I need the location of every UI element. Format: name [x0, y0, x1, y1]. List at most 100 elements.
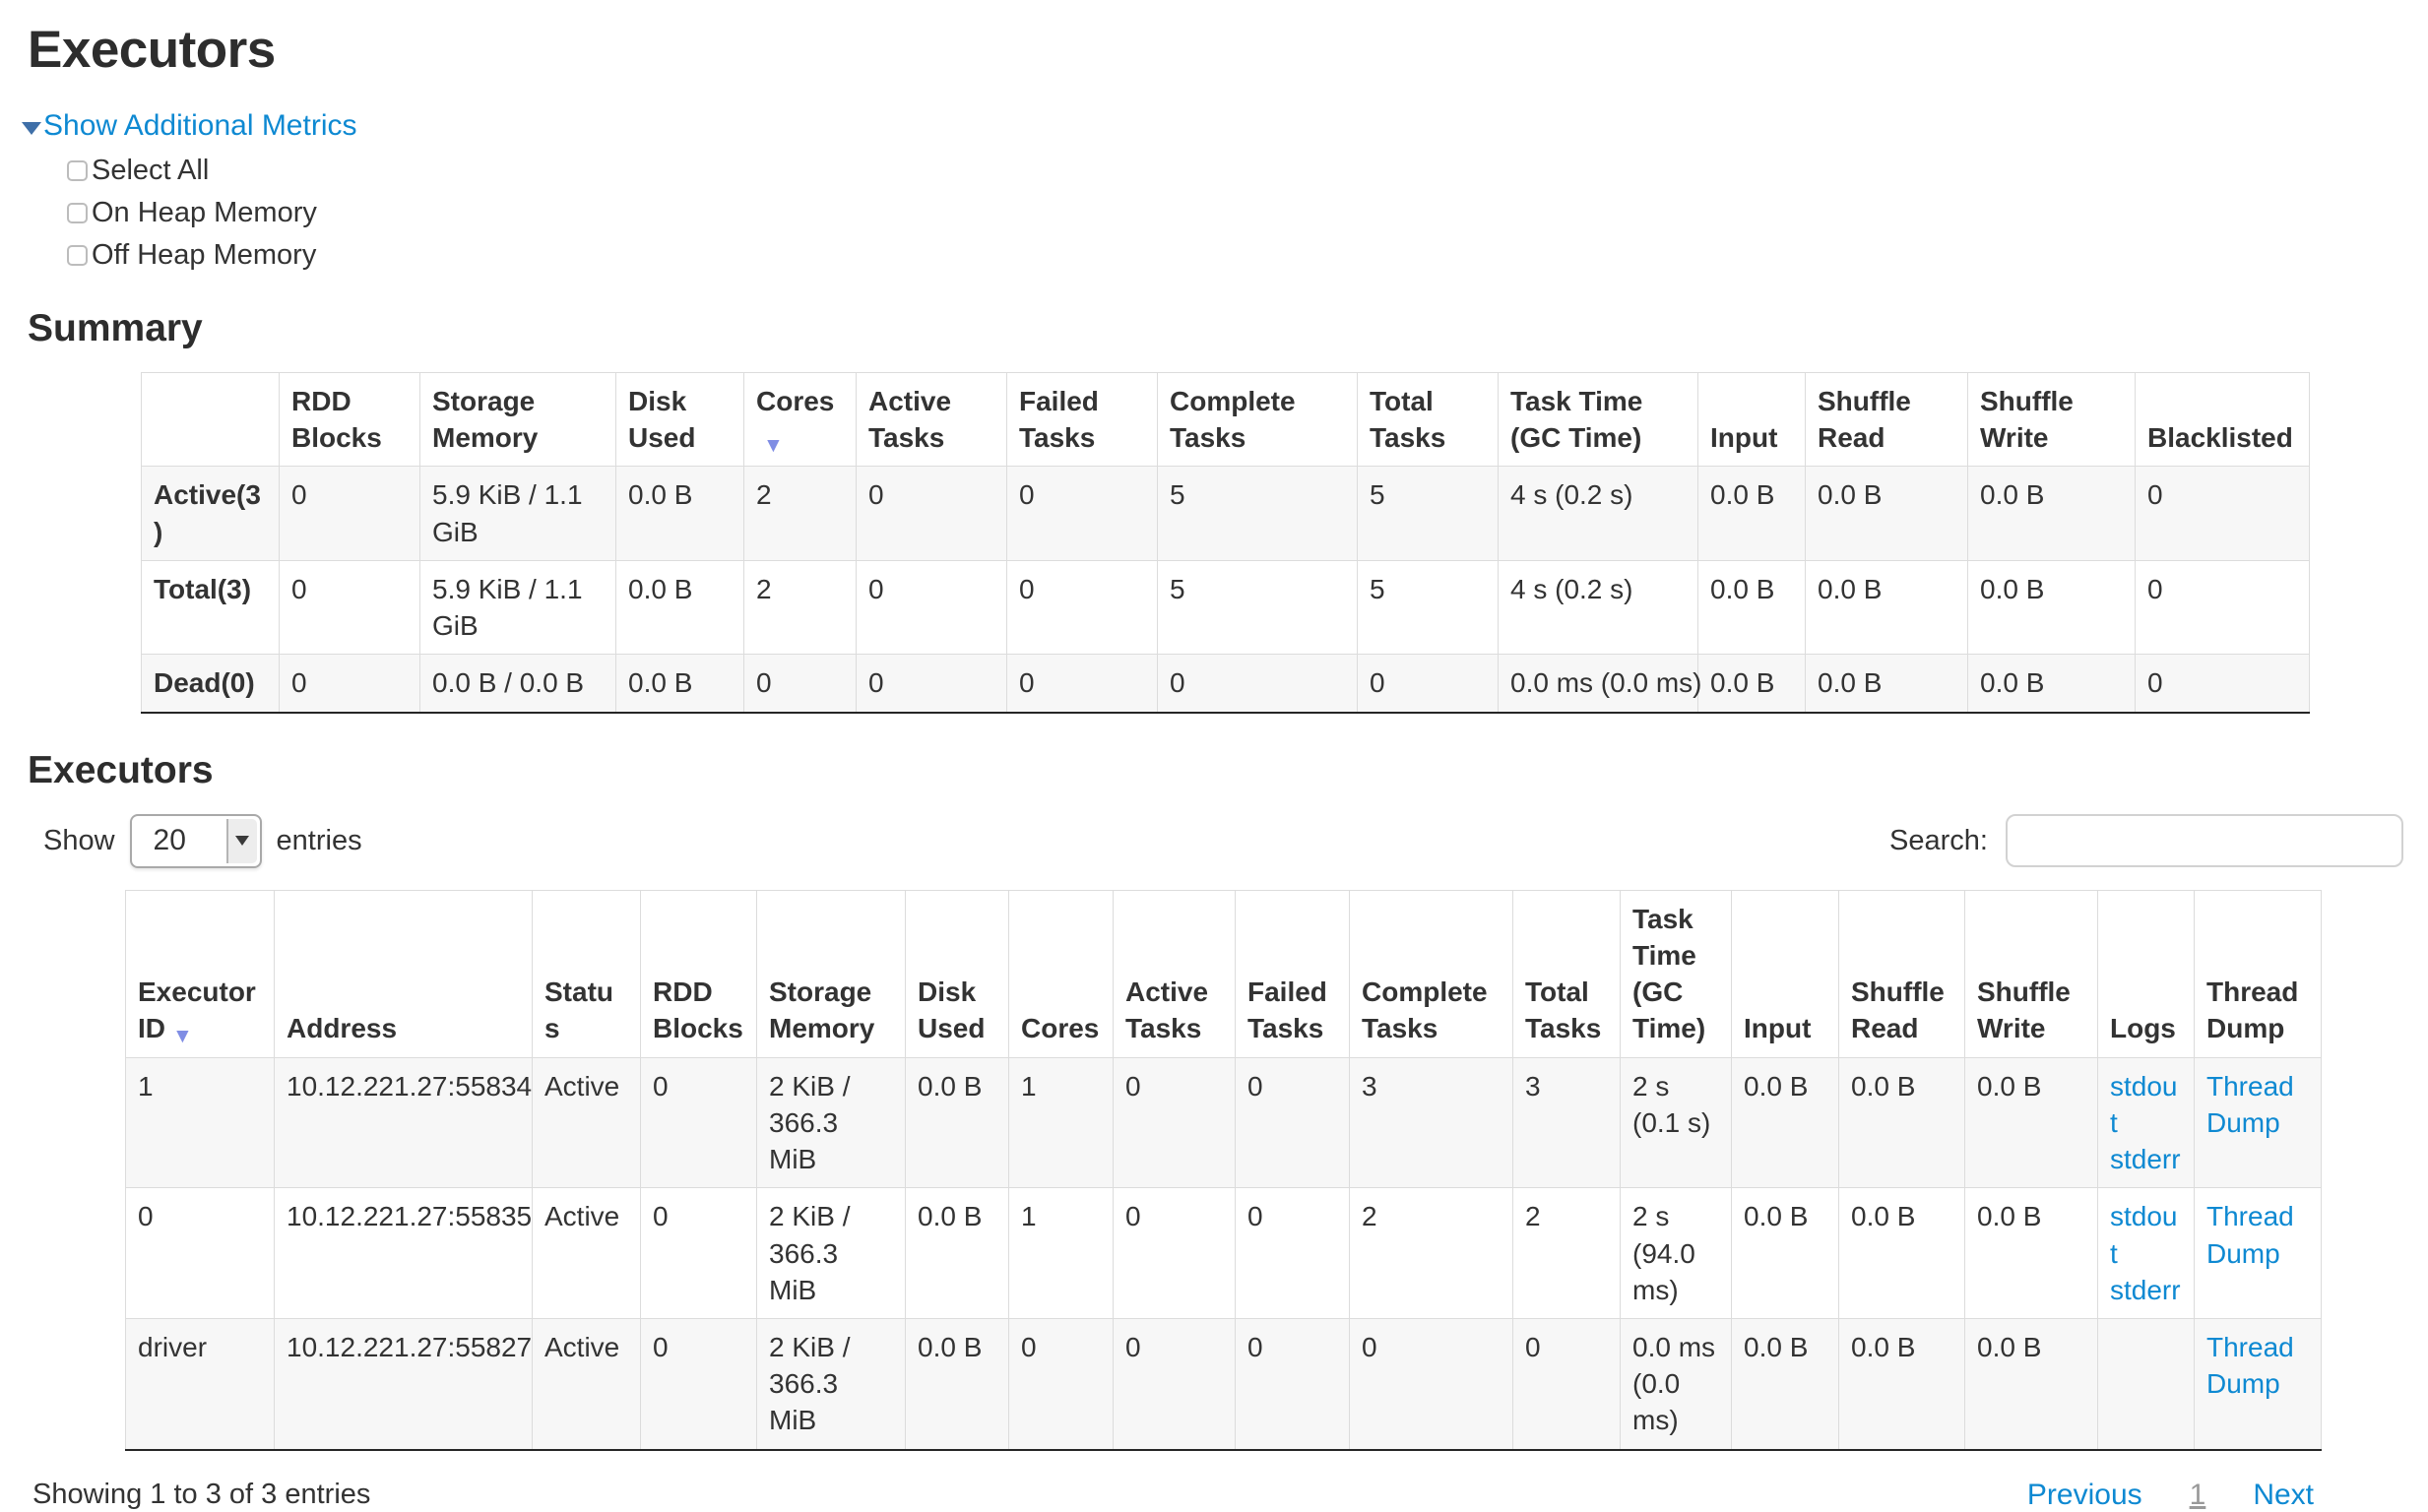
logs-cell: stdout stderr	[2097, 1187, 2195, 1319]
cell: 0.0 B	[1731, 1317, 1839, 1451]
summary-col-shuffle-read[interactable]: Shuffle Read	[1805, 371, 1968, 468]
summary-header-row: RDD Blocks Storage Memory Disk Used Core…	[141, 371, 2310, 468]
exec-col-task-time[interactable]: Task Time (GC Time)	[1620, 889, 1732, 1058]
page-size-value: 20	[153, 824, 186, 857]
off-heap-memory-label: Off Heap Memory	[92, 239, 317, 271]
stdout-link[interactable]: stdout	[2110, 1070, 2178, 1138]
entries-label: entries	[276, 824, 362, 856]
exec-col-shuffle-read[interactable]: Shuffle Read	[1838, 889, 1965, 1058]
cell: 5	[1357, 559, 1499, 656]
cell: 0.0 ms (0.0 ms)	[1620, 1317, 1732, 1451]
summary-table: RDD Blocks Storage Memory Disk Used Core…	[141, 371, 2310, 714]
summary-col-disk-used[interactable]: Disk Used	[615, 371, 744, 468]
select-all-label: Select All	[92, 155, 210, 186]
page-size-select[interactable]: 20	[129, 813, 262, 868]
cell: 0.0 B	[1838, 1187, 1965, 1319]
cell: 0	[2135, 466, 2310, 561]
cell: 0.0 B	[1805, 654, 1968, 714]
cell: 0	[640, 1056, 757, 1189]
summary-col-blacklisted[interactable]: Blacklisted	[2135, 371, 2310, 468]
exec-col-shuffle-write[interactable]: Shuffle Write	[1964, 889, 2098, 1058]
cell: 0	[1349, 1317, 1513, 1451]
exec-col-disk-used[interactable]: Disk Used	[905, 889, 1009, 1058]
metric-option-off-heap[interactable]: Off Heap Memory	[67, 239, 2428, 272]
cell: 0.0 B	[1838, 1056, 1965, 1189]
cell: 0	[1006, 654, 1158, 714]
summary-row-active: Active(3) 0 5.9 KiB / 1.1 GiB 0.0 B 2 0 …	[141, 466, 2310, 561]
thread-dump-link[interactable]: Thread Dump	[2206, 1201, 2294, 1269]
cell: 0.0 B	[1731, 1187, 1839, 1319]
summary-col-shuffle-write[interactable]: Shuffle Write	[1967, 371, 2136, 468]
summary-col-rdd-blocks[interactable]: RDD Blocks	[279, 371, 420, 468]
cell: 2 s (0.1 s)	[1620, 1056, 1732, 1189]
exec-col-storage-memory[interactable]: Storage Memory	[756, 889, 906, 1058]
cell: 0.0 B	[1697, 466, 1806, 561]
cell: 0.0 B	[905, 1056, 1009, 1189]
cell: 2	[743, 466, 857, 561]
exec-col-active-tasks[interactable]: Active Tasks	[1113, 889, 1236, 1058]
exec-col-thread-dump[interactable]: Thread Dump	[2194, 889, 2322, 1058]
exec-col-input[interactable]: Input	[1731, 889, 1839, 1058]
executor-row-driver: driver 10.12.221.27:55827 Active 0 2 KiB…	[125, 1317, 2322, 1451]
cell: 0.0 B	[1697, 654, 1806, 714]
exec-col-status[interactable]: Status	[532, 889, 641, 1058]
cell: 0	[1235, 1056, 1350, 1189]
select-dropdown-button[interactable]	[225, 818, 257, 863]
stderr-link[interactable]: stderr	[2110, 1274, 2181, 1305]
show-label: Show	[43, 824, 115, 856]
cell: 2 KiB / 366.3 MiB	[756, 1056, 906, 1189]
exec-col-logs[interactable]: Logs	[2097, 889, 2195, 1058]
exec-col-cores[interactable]: Cores	[1008, 889, 1114, 1058]
metric-option-select-all[interactable]: Select All	[67, 155, 2428, 187]
summary-row-label: Dead(0)	[141, 654, 280, 714]
cell: 2 KiB / 366.3 MiB	[756, 1187, 906, 1319]
cell: 0.0 B	[1697, 559, 1806, 656]
summary-col-storage-memory[interactable]: Storage Memory	[419, 371, 616, 468]
summary-col-input[interactable]: Input	[1697, 371, 1806, 468]
table-footer: Showing 1 to 3 of 3 entries Previous 1 N…	[32, 1479, 2314, 1512]
stderr-link[interactable]: stderr	[2110, 1144, 2181, 1175]
cell: 0.0 B	[1805, 466, 1968, 561]
stdout-link[interactable]: stdout	[2110, 1201, 2178, 1269]
summary-row-dead: Dead(0) 0 0.0 B / 0.0 B 0.0 B 0 0 0 0 0 …	[141, 654, 2310, 714]
off-heap-memory-checkbox[interactable]	[67, 245, 88, 266]
cell: 0	[1113, 1187, 1236, 1319]
cell: 2 KiB / 366.3 MiB	[756, 1317, 906, 1451]
search-input[interactable]	[2006, 814, 2403, 868]
page-number-1[interactable]: 1	[2189, 1478, 2206, 1511]
thread-dump-cell: Thread Dump	[2194, 1317, 2322, 1451]
cell: 5.9 KiB / 1.1 GiB	[419, 466, 616, 561]
summary-col-cores[interactable]: Cores▼	[743, 371, 857, 468]
summary-col-failed-tasks[interactable]: Failed Tasks	[1006, 371, 1158, 468]
exec-col-rdd-blocks[interactable]: RDD Blocks	[640, 889, 757, 1058]
thread-dump-link[interactable]: Thread Dump	[2206, 1070, 2294, 1138]
thread-dump-link[interactable]: Thread Dump	[2206, 1331, 2294, 1400]
exec-col-address[interactable]: Address	[274, 889, 533, 1058]
logs-cell	[2097, 1317, 2195, 1451]
summary-col-complete-tasks[interactable]: Complete Tasks	[1157, 371, 1358, 468]
cell: 5	[1357, 466, 1499, 561]
summary-col-active-tasks[interactable]: Active Tasks	[856, 371, 1007, 468]
on-heap-memory-checkbox[interactable]	[67, 203, 88, 223]
cell: 0.0 B	[1967, 559, 2136, 656]
select-all-checkbox[interactable]	[67, 160, 88, 181]
cell: 0.0 B	[615, 559, 744, 656]
cell: 2	[1349, 1187, 1513, 1319]
cell: 0	[856, 466, 1007, 561]
summary-col-task-time[interactable]: Task Time (GC Time)	[1498, 371, 1698, 468]
next-page-button[interactable]: Next	[2253, 1478, 2314, 1511]
cell: 0.0 B	[1964, 1056, 2098, 1189]
executors-table: Executor ID ▼ Address Status RDD Blocks S…	[125, 889, 2322, 1451]
exec-col-complete-tasks[interactable]: Complete Tasks	[1349, 889, 1513, 1058]
summary-col-total-tasks[interactable]: Total Tasks	[1357, 371, 1499, 468]
address-cell: 10.12.221.27:55835	[274, 1187, 533, 1319]
summary-col-blank	[141, 371, 280, 468]
previous-page-button[interactable]: Previous	[2026, 1478, 2142, 1511]
cell: 3	[1512, 1056, 1621, 1189]
exec-col-total-tasks[interactable]: Total Tasks	[1512, 889, 1621, 1058]
metric-option-on-heap[interactable]: On Heap Memory	[67, 197, 2428, 229]
show-additional-metrics-toggle[interactable]: Show Additional Metrics	[22, 109, 357, 143]
exec-col-failed-tasks[interactable]: Failed Tasks	[1235, 889, 1350, 1058]
exec-col-executor-id[interactable]: Executor ID ▼	[125, 889, 275, 1058]
cell: 0	[2135, 654, 2310, 714]
